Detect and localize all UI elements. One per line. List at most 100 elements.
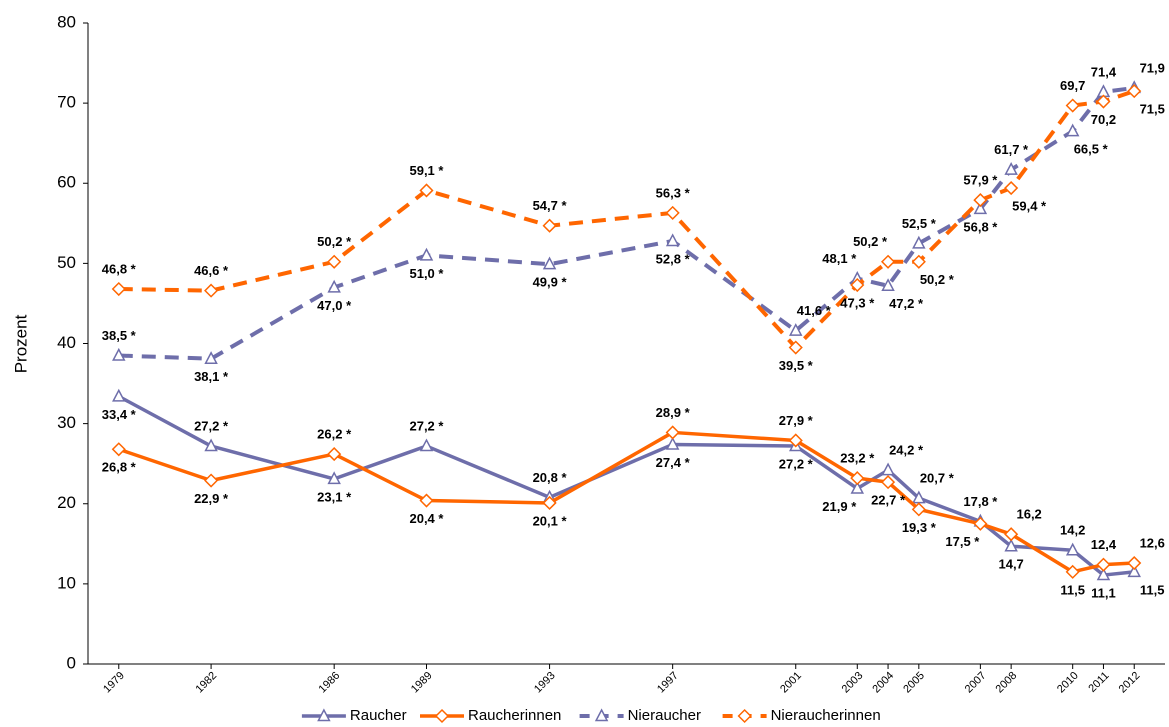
- data-point: [327, 447, 342, 462]
- x-tick-label: 2004: [870, 670, 896, 696]
- y-tick-label: 10: [57, 573, 76, 592]
- data-label: 70,2: [1091, 112, 1116, 127]
- data-point: [911, 502, 926, 517]
- data-label: 66,5 *: [1074, 142, 1109, 157]
- x-tick-label: 2001: [778, 670, 804, 696]
- data-label: 48,1 *: [822, 251, 857, 266]
- y-tick-label: 60: [57, 173, 76, 192]
- data-point: [1127, 564, 1141, 578]
- y-tick-label: 50: [57, 253, 76, 272]
- data-label: 54,7 *: [533, 198, 568, 213]
- y-tick-label: 30: [57, 413, 76, 432]
- data-label: 11,5: [1140, 582, 1165, 597]
- y-axis-label: Prozent: [11, 314, 30, 373]
- legend-label: Nieraucher: [628, 707, 701, 724]
- data-label: 20,8 *: [533, 470, 568, 485]
- data-point: [665, 233, 680, 247]
- data-label: 11,1: [1091, 585, 1116, 600]
- data-point: [204, 351, 218, 364]
- data-label: 11,5: [1060, 582, 1085, 597]
- data-point: [850, 480, 865, 494]
- data-point: [1096, 567, 1111, 581]
- data-point: [327, 471, 341, 485]
- data-label: 47,3 *: [840, 295, 875, 310]
- x-tick-label: 2007: [963, 670, 989, 696]
- data-label: 50,2 *: [920, 272, 955, 287]
- data-label: 56,3 *: [656, 185, 691, 200]
- data-label: 50,2 *: [317, 234, 352, 249]
- data-label: 23,1 *: [317, 489, 352, 504]
- x-tick-label: 2008: [994, 670, 1020, 696]
- x-tick-label: 1979: [101, 670, 127, 696]
- data-point: [1065, 123, 1080, 137]
- data-label: 26,8 *: [102, 460, 137, 475]
- data-label: 12,4: [1091, 537, 1117, 552]
- data-label: 61,7 *: [994, 142, 1029, 157]
- data-point: [850, 471, 865, 486]
- data-label: 50,2 *: [853, 234, 888, 249]
- data-label: 26,2 *: [317, 427, 352, 442]
- data-point: [665, 205, 680, 220]
- data-label: 52,5 *: [902, 216, 937, 231]
- series-line: [117, 394, 1135, 577]
- legend-label: Raucherinnen: [468, 707, 561, 724]
- data-label: 28,9 *: [656, 405, 691, 420]
- data-label: 23,2 *: [840, 451, 875, 466]
- data-label: 56,8 *: [963, 219, 998, 234]
- data-point: [1096, 94, 1111, 109]
- legend-label: Raucher: [350, 707, 407, 724]
- x-tick-label: 1986: [317, 670, 343, 696]
- data-point: [665, 425, 680, 440]
- data-point: [1127, 84, 1142, 99]
- data-point: [1096, 557, 1111, 572]
- data-point: [112, 347, 126, 361]
- data-point: [542, 218, 557, 233]
- data-label: 46,6 *: [194, 263, 229, 278]
- data-point: [1004, 180, 1019, 196]
- data-label: 52,8 *: [656, 251, 691, 266]
- data-point: [850, 277, 865, 293]
- data-label: 14,2: [1060, 523, 1085, 538]
- data-label: 71,9: [1140, 60, 1165, 75]
- data-point: [880, 254, 896, 269]
- legend-marker: [594, 708, 609, 722]
- x-tick-label: 2005: [901, 670, 927, 696]
- data-point: [1065, 98, 1080, 113]
- data-point: [665, 436, 680, 450]
- data-point: [111, 281, 126, 297]
- data-label: 17,8 *: [963, 494, 998, 509]
- data-point: [204, 473, 219, 488]
- y-tick-label: 0: [67, 653, 76, 672]
- data-label: 59,1 *: [409, 163, 444, 178]
- data-label: 39,5 *: [779, 358, 814, 373]
- data-point: [1004, 162, 1018, 175]
- legend-marker: [737, 708, 752, 724]
- data-label: 71,5: [1140, 102, 1165, 117]
- data-label: 22,7 *: [871, 493, 906, 508]
- legend-marker: [317, 708, 331, 722]
- data-point: [1127, 555, 1142, 571]
- data-point: [327, 279, 341, 293]
- data-point: [327, 254, 342, 269]
- data-point: [419, 247, 434, 261]
- data-point: [788, 433, 803, 448]
- data-label: 27,2 *: [194, 418, 229, 433]
- data-label: 22,9 *: [194, 491, 229, 506]
- x-tick-label: 2011: [1086, 670, 1111, 695]
- data-label: 27,2 *: [409, 418, 444, 433]
- data-label: 38,1 *: [194, 369, 229, 384]
- data-label: 19,3 *: [902, 520, 937, 535]
- data-label: 17,5 *: [945, 534, 980, 549]
- data-label: 27,2 *: [779, 456, 814, 471]
- data-point: [1065, 542, 1080, 556]
- data-point: [419, 493, 434, 508]
- x-tick-label: 2003: [840, 670, 866, 696]
- data-point: [789, 323, 803, 336]
- data-label: 59,4 *: [1012, 198, 1047, 213]
- x-tick-label: 1989: [409, 670, 435, 696]
- data-label: 47,2 *: [889, 296, 924, 311]
- data-point: [973, 193, 988, 208]
- data-point: [542, 256, 557, 270]
- data-label: 41,6 *: [797, 303, 832, 318]
- data-point: [881, 462, 895, 476]
